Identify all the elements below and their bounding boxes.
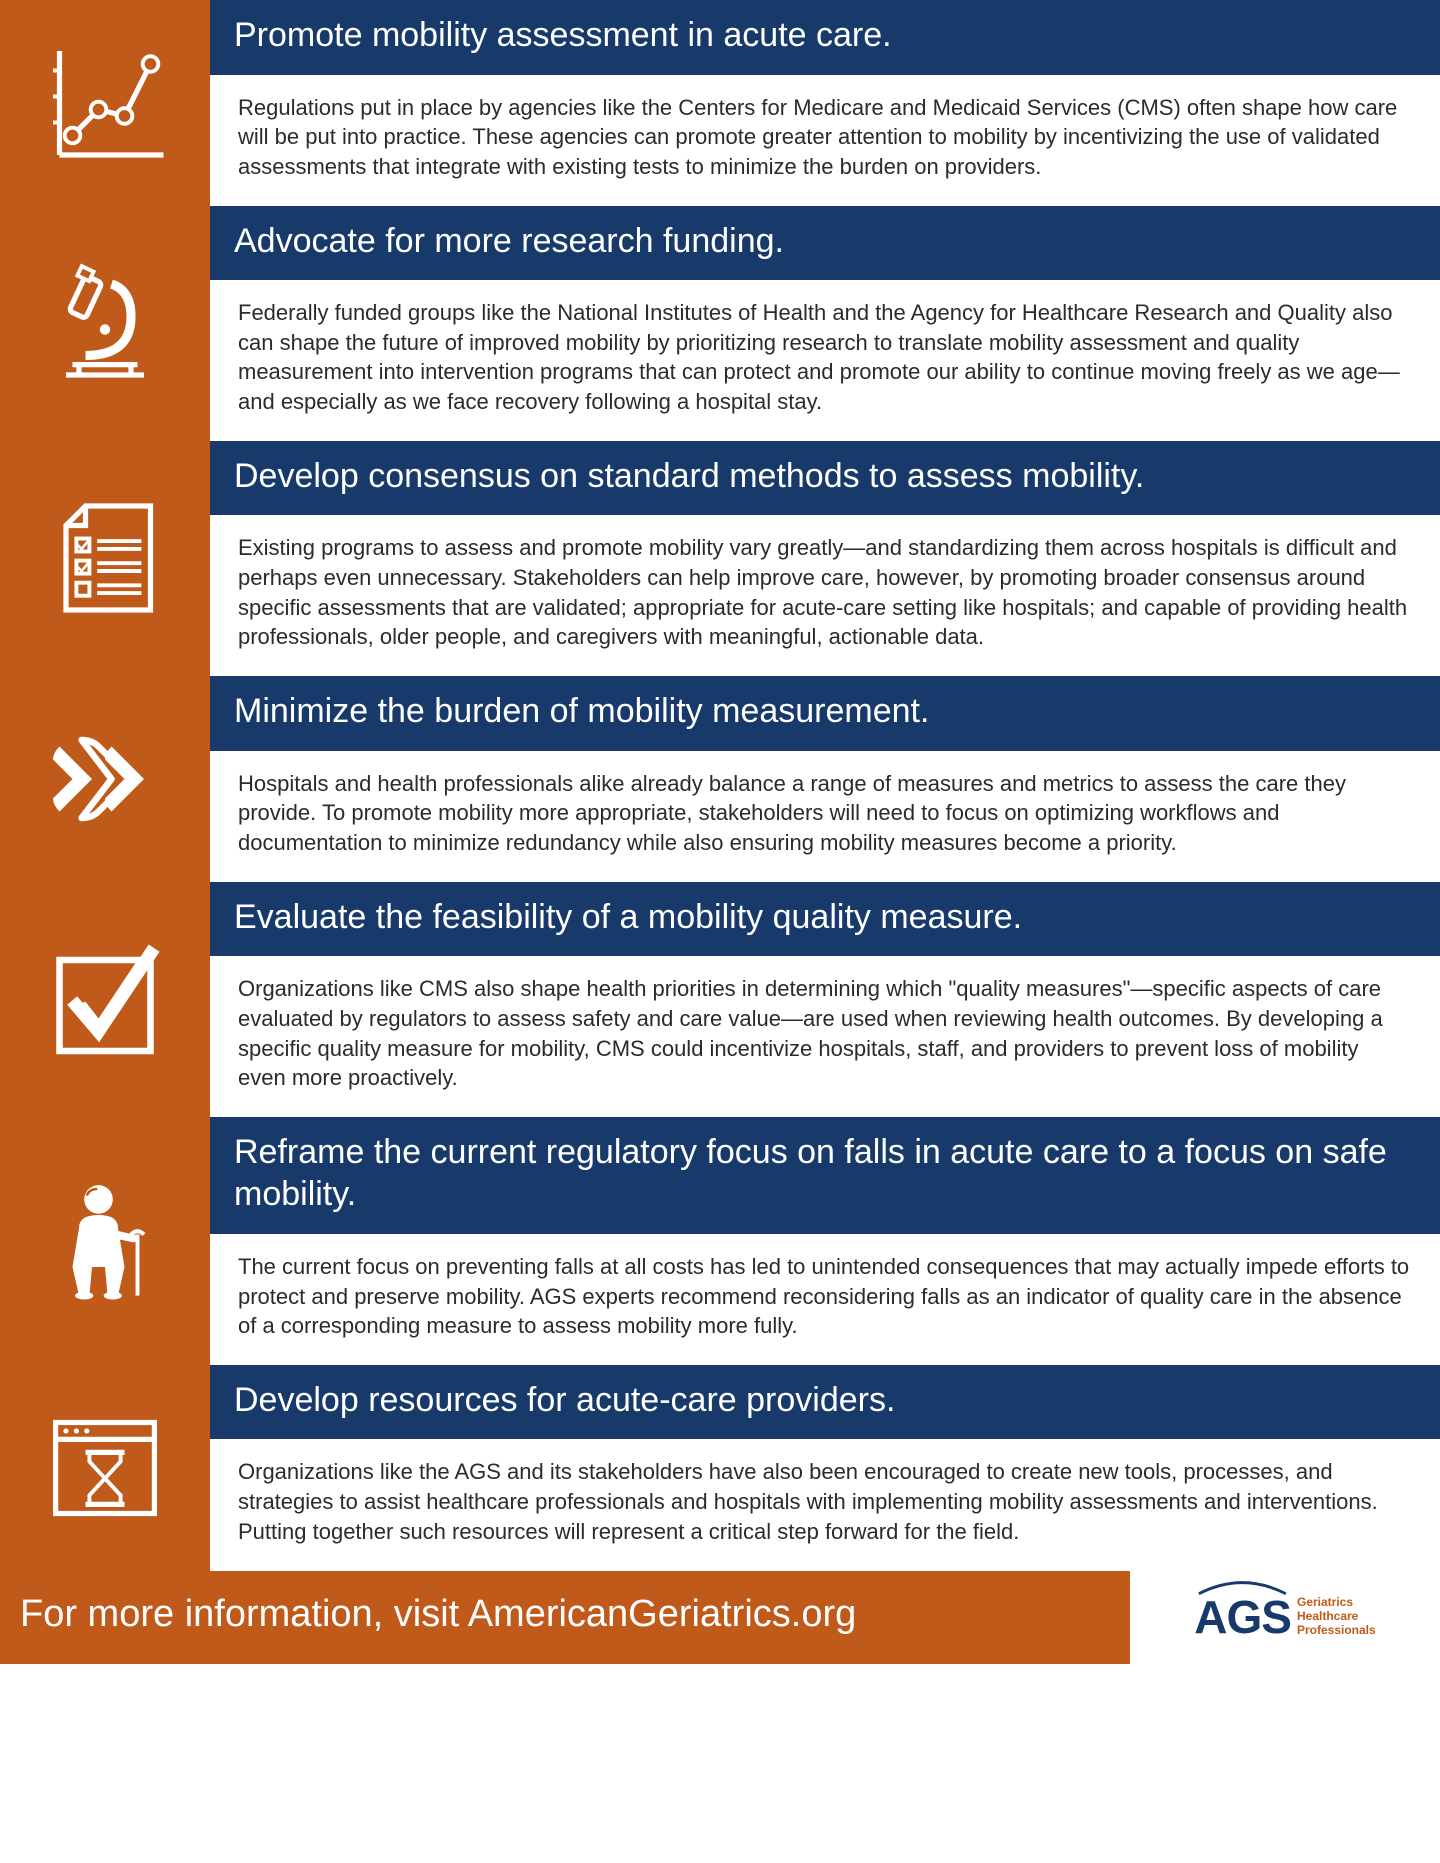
icon-cell xyxy=(0,1365,210,1571)
hourglass-window-icon xyxy=(40,1403,170,1533)
ags-arc-icon xyxy=(1194,1576,1291,1596)
section-title: Minimize the burden of mobility measurem… xyxy=(210,676,1440,751)
footer-text: For more information, visit AmericanGeri… xyxy=(0,1571,1130,1664)
section-body: The current focus on preventing falls at… xyxy=(210,1234,1440,1365)
content-cell: Promote mobility assessment in acute car… xyxy=(210,0,1440,206)
ags-sub-line: Healthcare xyxy=(1297,1610,1376,1624)
elderly-person-icon xyxy=(40,1176,170,1306)
ags-logo: AGS Geriatrics Healthcare Professionals xyxy=(1194,1590,1375,1644)
microscope-icon xyxy=(40,258,170,388)
section-title: Advocate for more research funding. xyxy=(210,206,1440,281)
ags-logo-main: AGS xyxy=(1194,1590,1291,1644)
section-row: Develop resources for acute-care provide… xyxy=(0,1365,1440,1571)
section-body: Regulations put in place by agencies lik… xyxy=(210,75,1440,206)
section-title: Promote mobility assessment in acute car… xyxy=(210,0,1440,75)
content-cell: Advocate for more research funding. Fede… xyxy=(210,206,1440,441)
section-row: Advocate for more research funding. Fede… xyxy=(0,206,1440,441)
chevrons-icon xyxy=(40,714,170,844)
content-cell: Develop resources for acute-care provide… xyxy=(210,1365,1440,1571)
checklist-icon xyxy=(40,493,170,623)
section-title: Develop resources for acute-care provide… xyxy=(210,1365,1440,1440)
checkbox-icon xyxy=(40,934,170,1064)
section-row: Reframe the current regulatory focus on … xyxy=(0,1117,1440,1365)
icon-cell xyxy=(0,0,210,206)
icon-cell xyxy=(0,1117,210,1365)
icon-cell xyxy=(0,441,210,676)
ags-logo-text: AGS xyxy=(1194,1591,1291,1643)
footer: For more information, visit AmericanGeri… xyxy=(0,1571,1440,1664)
section-row: Minimize the burden of mobility measurem… xyxy=(0,676,1440,882)
icon-cell xyxy=(0,882,210,1117)
section-row: Evaluate the feasibility of a mobility q… xyxy=(0,882,1440,1117)
icon-cell xyxy=(0,206,210,441)
content-cell: Minimize the burden of mobility measurem… xyxy=(210,676,1440,882)
ags-logo-sub: Geriatrics Healthcare Professionals xyxy=(1297,1596,1376,1637)
ags-sub-line: Geriatrics xyxy=(1297,1596,1376,1610)
chart-icon xyxy=(40,38,170,168)
infographic-page: Promote mobility assessment in acute car… xyxy=(0,0,1440,1664)
footer-logo-area: AGS Geriatrics Healthcare Professionals xyxy=(1130,1571,1440,1664)
content-cell: Develop consensus on standard methods to… xyxy=(210,441,1440,676)
section-title: Evaluate the feasibility of a mobility q… xyxy=(210,882,1440,957)
section-row: Develop consensus on standard methods to… xyxy=(0,441,1440,676)
section-body: Hospitals and health professionals alike… xyxy=(210,751,1440,882)
section-body: Federally funded groups like the Nationa… xyxy=(210,280,1440,441)
content-cell: Reframe the current regulatory focus on … xyxy=(210,1117,1440,1365)
ags-sub-line: Professionals xyxy=(1297,1624,1376,1638)
section-title: Develop consensus on standard methods to… xyxy=(210,441,1440,516)
section-body: Organizations like the AGS and its stake… xyxy=(210,1439,1440,1570)
section-row: Promote mobility assessment in acute car… xyxy=(0,0,1440,206)
icon-cell xyxy=(0,676,210,882)
section-body: Organizations like CMS also shape health… xyxy=(210,956,1440,1117)
section-body: Existing programs to assess and promote … xyxy=(210,515,1440,676)
content-cell: Evaluate the feasibility of a mobility q… xyxy=(210,882,1440,1117)
section-title: Reframe the current regulatory focus on … xyxy=(210,1117,1440,1234)
